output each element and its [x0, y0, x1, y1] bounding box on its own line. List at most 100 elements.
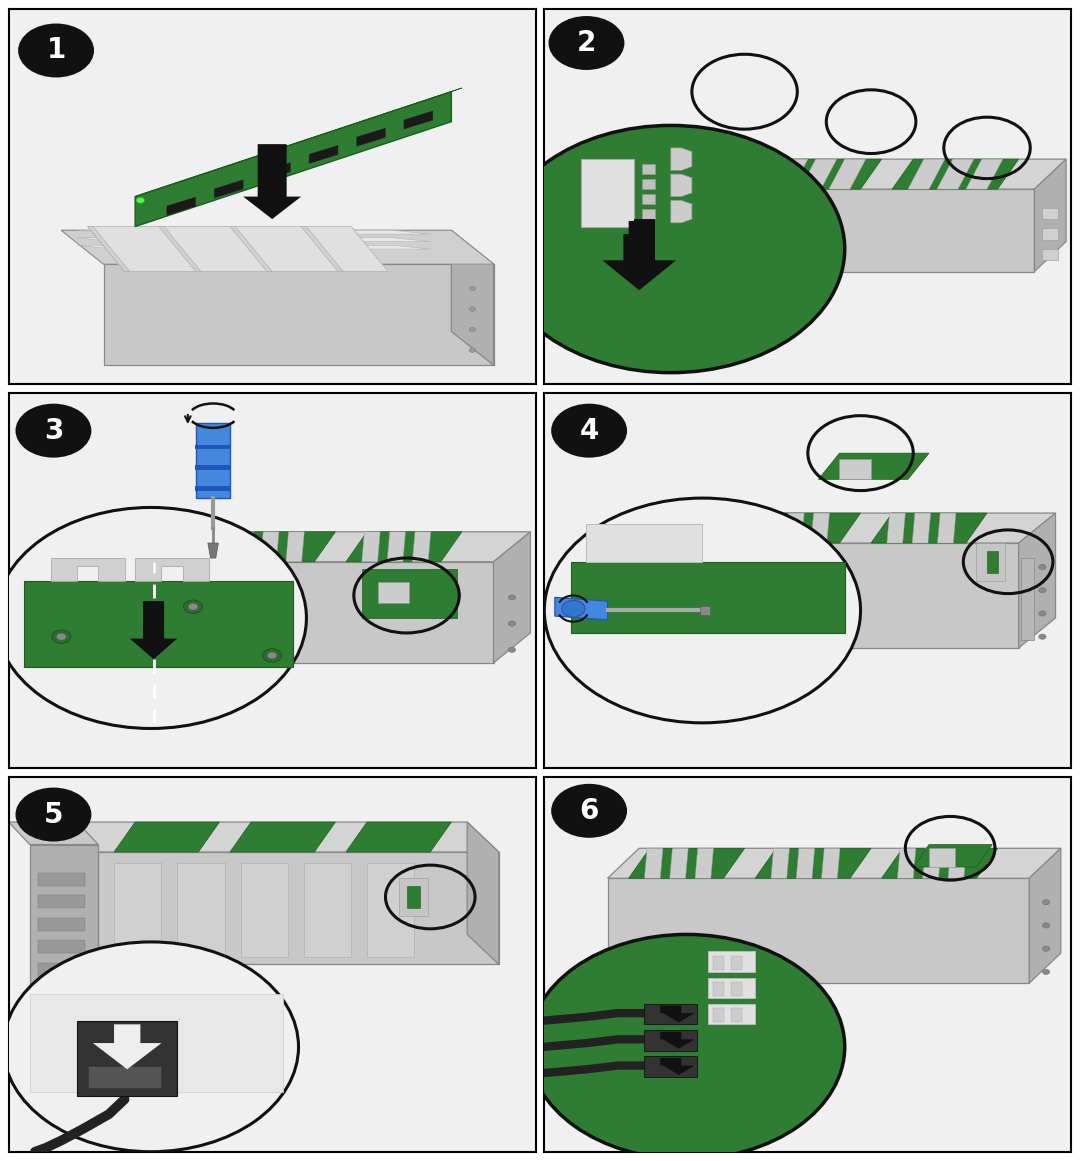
Text: 3: 3: [44, 417, 63, 445]
Circle shape: [470, 327, 475, 332]
Circle shape: [544, 498, 861, 723]
Polygon shape: [892, 159, 1018, 189]
Polygon shape: [286, 532, 305, 562]
Circle shape: [15, 787, 92, 842]
Circle shape: [52, 630, 71, 643]
Circle shape: [56, 633, 66, 640]
Bar: [38, 873, 85, 886]
Polygon shape: [235, 532, 254, 562]
Polygon shape: [922, 849, 941, 878]
Polygon shape: [597, 543, 1018, 648]
Circle shape: [1042, 969, 1050, 974]
Polygon shape: [670, 849, 688, 878]
Bar: [241, 864, 288, 957]
Polygon shape: [671, 174, 692, 196]
Polygon shape: [616, 221, 663, 287]
Circle shape: [562, 600, 585, 616]
Polygon shape: [755, 159, 881, 189]
Polygon shape: [261, 163, 291, 181]
Polygon shape: [51, 558, 124, 580]
Bar: [177, 864, 225, 957]
Polygon shape: [301, 226, 343, 272]
Circle shape: [549, 16, 624, 70]
Polygon shape: [881, 849, 998, 878]
Polygon shape: [214, 180, 243, 199]
Polygon shape: [659, 513, 677, 543]
Polygon shape: [413, 532, 431, 562]
Polygon shape: [663, 159, 700, 189]
Circle shape: [497, 125, 845, 373]
Polygon shape: [451, 230, 494, 366]
Polygon shape: [77, 238, 430, 241]
Circle shape: [1039, 611, 1047, 616]
Bar: [707, 1004, 755, 1024]
Polygon shape: [230, 822, 336, 852]
Polygon shape: [786, 513, 805, 543]
Polygon shape: [1018, 513, 1055, 648]
Text: 2: 2: [577, 29, 596, 57]
Polygon shape: [608, 878, 1029, 983]
Polygon shape: [660, 1032, 694, 1048]
Polygon shape: [608, 849, 1061, 878]
Polygon shape: [135, 558, 208, 580]
Text: 6: 6: [580, 796, 598, 824]
Bar: [642, 209, 654, 219]
Bar: [303, 864, 351, 957]
Polygon shape: [634, 159, 671, 189]
Polygon shape: [219, 532, 336, 562]
Bar: [645, 1004, 698, 1024]
Polygon shape: [570, 562, 845, 633]
Polygon shape: [346, 822, 451, 852]
Bar: [642, 164, 654, 174]
Polygon shape: [908, 159, 945, 189]
Polygon shape: [597, 513, 1055, 543]
Polygon shape: [130, 601, 177, 659]
Circle shape: [470, 286, 475, 290]
Text: 1: 1: [46, 36, 66, 65]
Polygon shape: [1035, 159, 1066, 272]
Polygon shape: [362, 532, 380, 562]
Polygon shape: [260, 532, 279, 562]
Polygon shape: [937, 513, 956, 543]
Polygon shape: [87, 226, 388, 272]
Polygon shape: [72, 532, 530, 562]
Polygon shape: [671, 147, 692, 171]
Bar: [194, 445, 231, 449]
Polygon shape: [114, 822, 219, 852]
Polygon shape: [829, 159, 866, 189]
Polygon shape: [744, 513, 861, 543]
Bar: [839, 459, 872, 479]
Polygon shape: [913, 513, 931, 543]
Circle shape: [470, 348, 475, 353]
Polygon shape: [948, 849, 967, 878]
Circle shape: [1039, 564, 1047, 570]
Polygon shape: [387, 532, 405, 562]
Polygon shape: [135, 88, 462, 196]
Polygon shape: [62, 230, 494, 264]
Polygon shape: [494, 532, 530, 663]
Polygon shape: [160, 532, 178, 562]
Circle shape: [509, 621, 515, 626]
Polygon shape: [914, 844, 993, 867]
Bar: [645, 1030, 698, 1051]
Bar: [707, 951, 755, 972]
Polygon shape: [77, 245, 430, 250]
Text: 4: 4: [580, 417, 598, 445]
Polygon shape: [597, 159, 1066, 189]
Bar: [731, 982, 742, 996]
Text: 5: 5: [43, 801, 64, 829]
Polygon shape: [404, 110, 433, 129]
Polygon shape: [207, 543, 218, 558]
Bar: [713, 982, 724, 996]
Polygon shape: [87, 226, 130, 272]
Bar: [1042, 208, 1058, 219]
Polygon shape: [468, 822, 499, 965]
Circle shape: [136, 197, 145, 203]
Polygon shape: [159, 226, 201, 272]
Bar: [929, 849, 956, 867]
Bar: [731, 956, 742, 971]
Bar: [38, 962, 85, 975]
Polygon shape: [887, 513, 905, 543]
Polygon shape: [603, 219, 676, 290]
Bar: [1022, 558, 1035, 641]
